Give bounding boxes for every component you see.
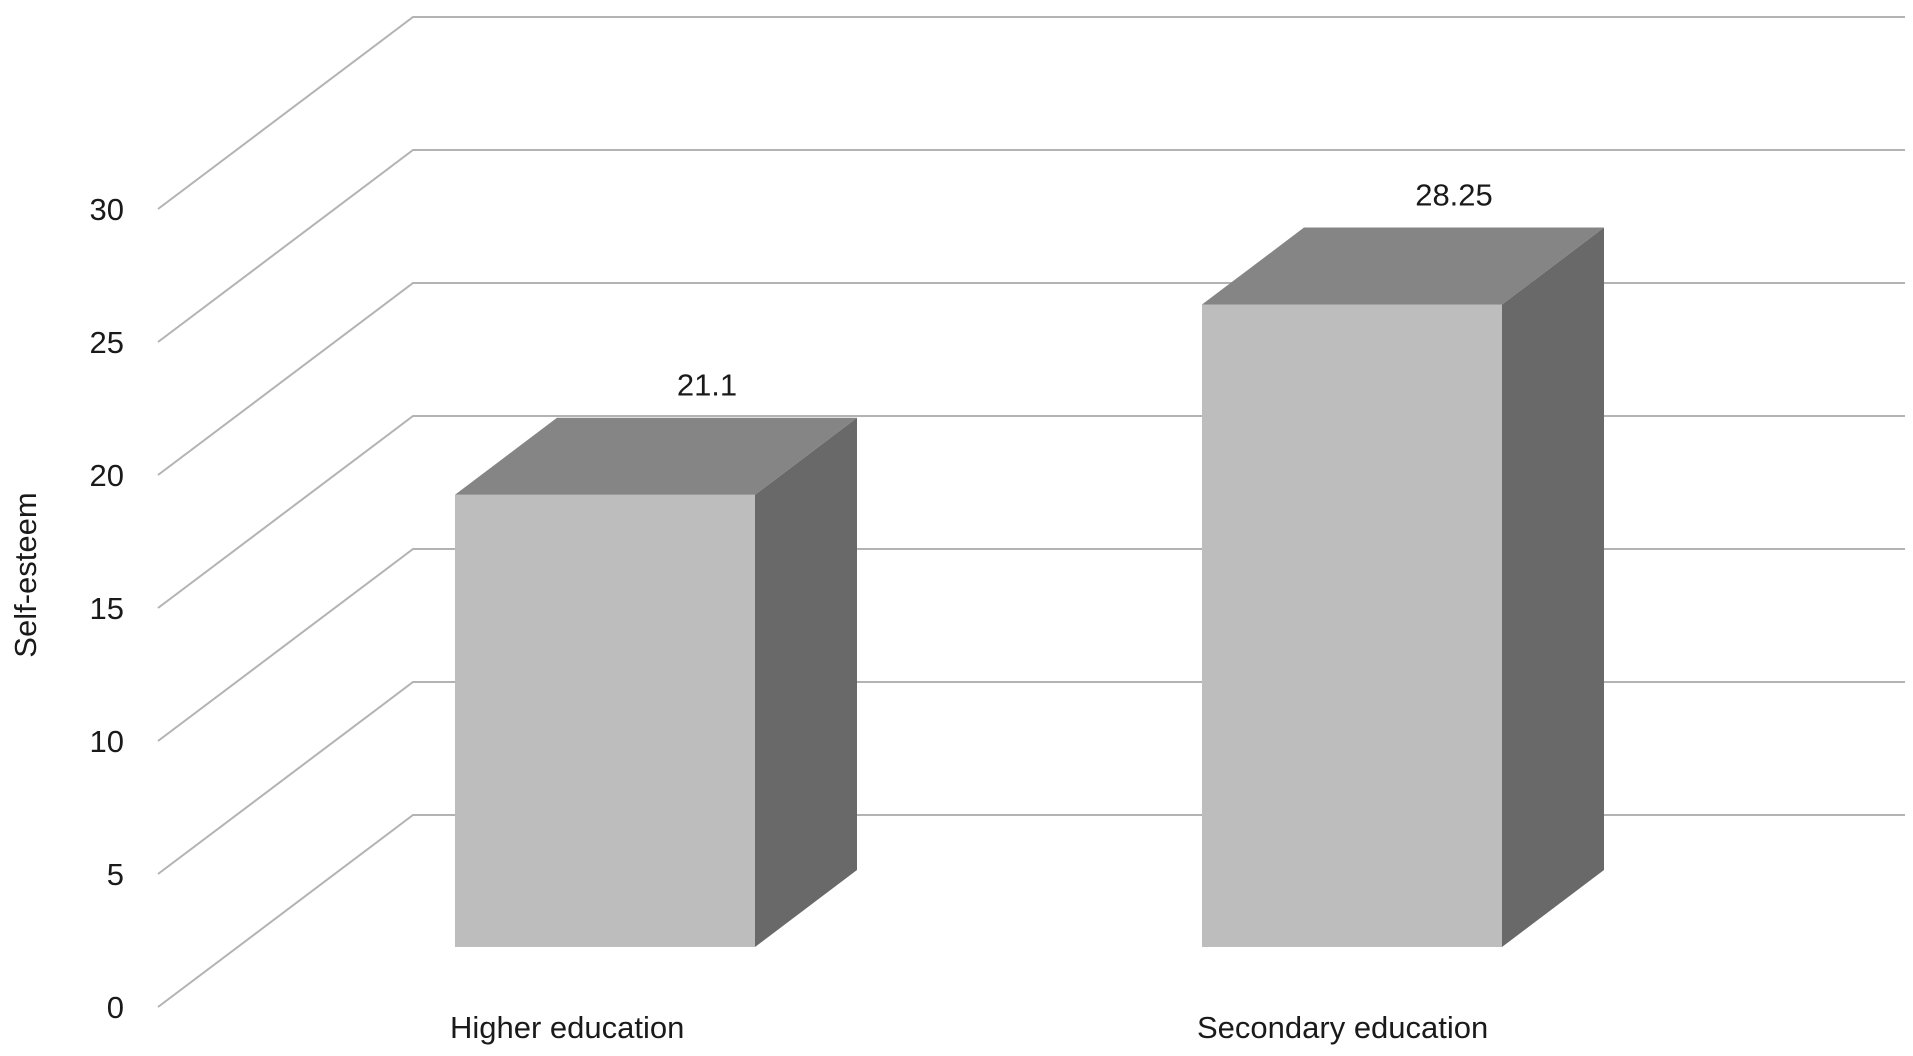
gridline	[157, 814, 1905, 1008]
y-tick-label: 0	[107, 990, 124, 1025]
bars	[455, 227, 1604, 948]
y-tick-label: 15	[90, 591, 124, 626]
y-axis-title: Self-esteem	[8, 492, 43, 657]
gridline	[157, 282, 1905, 476]
x-category-label: Higher education	[450, 1010, 684, 1045]
y-tick-label: 20	[90, 458, 124, 493]
gridline	[157, 415, 1905, 609]
y-tick-label: 5	[107, 857, 124, 892]
gridline	[157, 16, 1905, 210]
bar-top	[455, 417, 857, 495]
x-category-label: Secondary education	[1197, 1010, 1488, 1045]
gridlines	[157, 16, 1905, 1008]
bar-front	[1202, 304, 1502, 947]
bar-side	[1502, 227, 1604, 948]
data-label: 28.25	[1415, 178, 1493, 213]
y-tick-label: 10	[90, 724, 124, 759]
gridline	[157, 548, 1905, 742]
gridline	[157, 681, 1905, 875]
data-label: 21.1	[677, 368, 737, 403]
y-tick-label: 25	[90, 325, 124, 360]
gridline	[157, 149, 1905, 343]
y-tick-label: 30	[90, 192, 124, 227]
labels: 0 5 10 15 20 25 30 21.1 Higher education 28.25 Sec…	[90, 178, 1493, 1045]
bar-front	[455, 494, 755, 947]
bar-top	[1202, 227, 1604, 305]
bar-side	[755, 417, 857, 947]
